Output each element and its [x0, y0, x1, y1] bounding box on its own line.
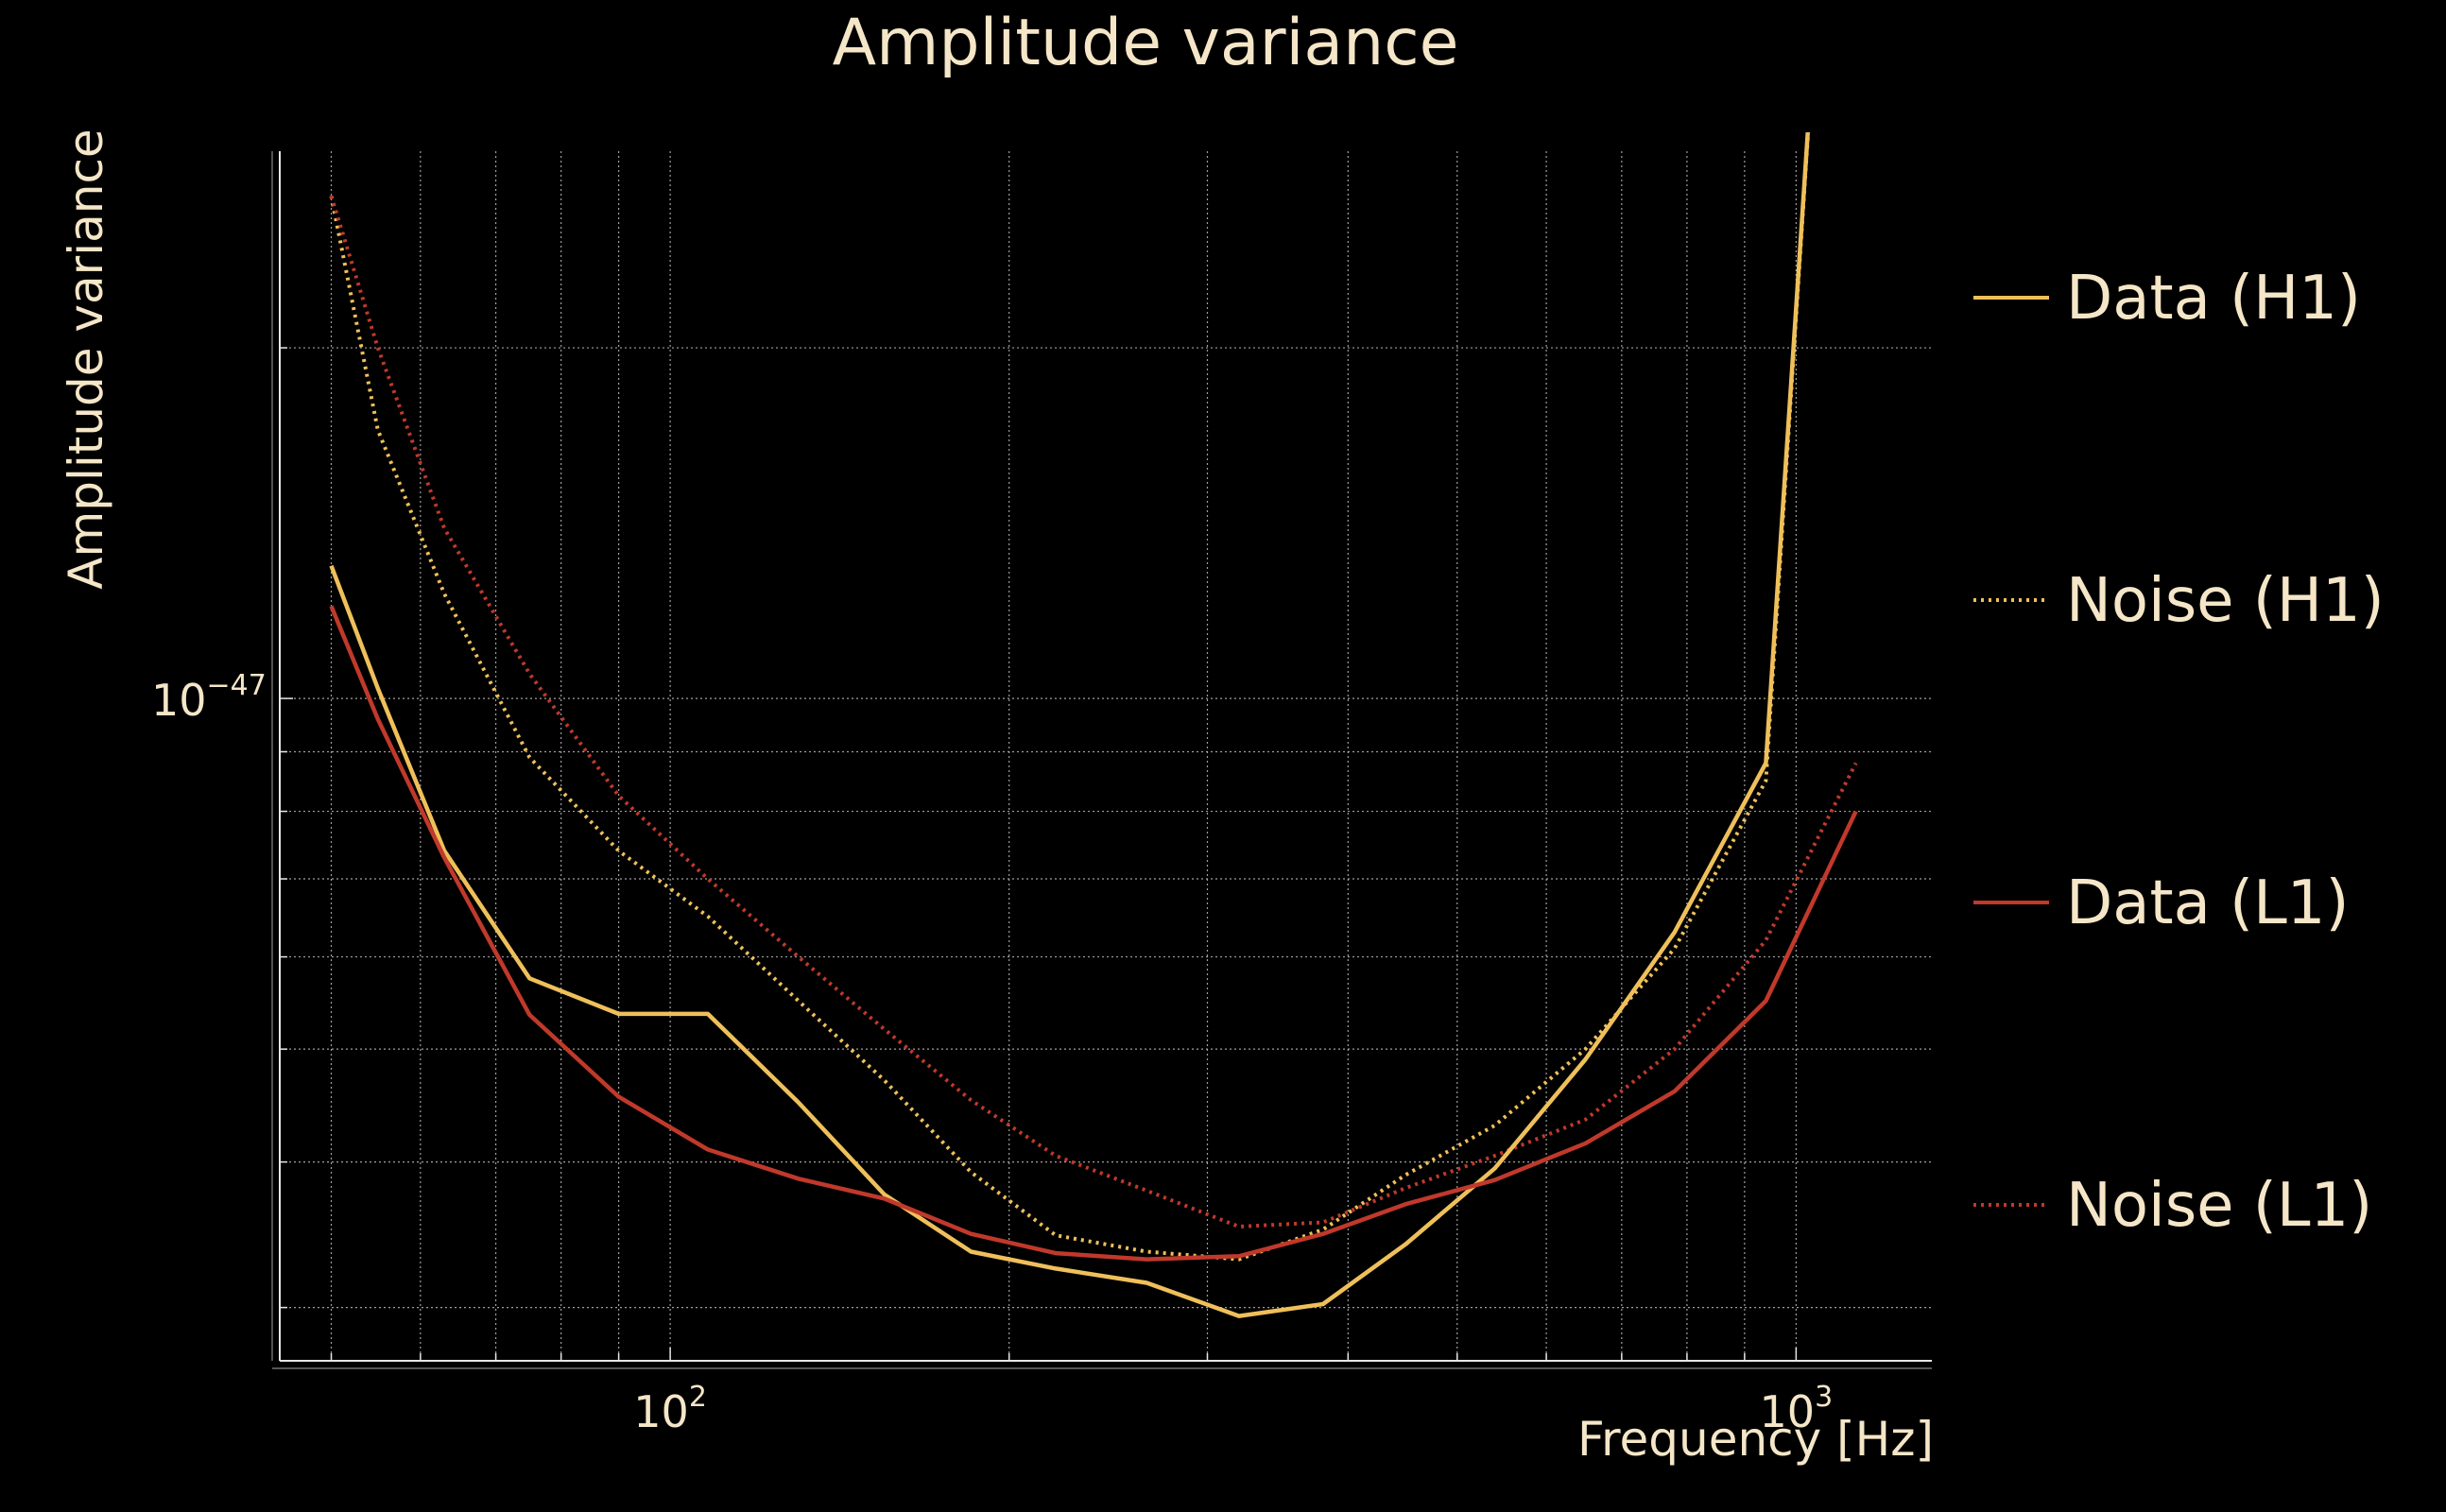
legend-label-noise-l1: Noise (L1) — [2066, 1171, 2372, 1241]
series-line-noise-h1 — [329, 132, 1811, 1262]
axes — [271, 151, 1932, 1369]
x-axis-label: Frequency [Hz] — [1577, 1412, 1934, 1467]
legend-label-data-l1: Data (L1) — [2066, 868, 2349, 938]
legend: Data (H1) Noise (H1) Data (L1) Noise (L1) — [1973, 264, 2385, 1241]
y-axis-label: Amplitude variance — [59, 129, 113, 589]
series-line-data-h1 — [329, 132, 1810, 1318]
y-tick-label: 10−47 — [151, 669, 267, 726]
legend-label-noise-h1: Noise (H1) — [2066, 566, 2385, 636]
chart-title: Amplitude variance — [833, 6, 1459, 80]
legend-label-data-h1: Data (H1) — [2066, 264, 2361, 334]
tick-labels: 102 103 10−47 — [151, 669, 1833, 1437]
series-line-data-l1 — [329, 605, 1858, 1262]
series-line-noise-l1 — [329, 195, 1858, 1228]
x-tick-label: 102 — [633, 1381, 707, 1437]
x-tick-label: 103 — [1760, 1381, 1834, 1437]
series-layer — [329, 132, 1858, 1318]
